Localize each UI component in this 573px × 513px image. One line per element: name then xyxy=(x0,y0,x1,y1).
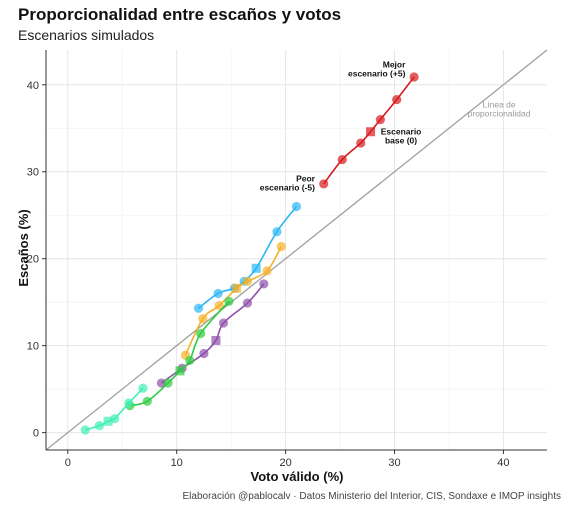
annotation-3: base (0) xyxy=(385,135,417,145)
base-scenario-point xyxy=(366,127,376,137)
data-point xyxy=(138,383,148,393)
data-point xyxy=(214,301,224,311)
chart-caption: Elaboración @pablocalv · Datos Ministeri… xyxy=(183,491,561,502)
y-tick-label: 20 xyxy=(27,254,39,266)
series-4 xyxy=(156,279,269,388)
annotation-1: escenario (+5) xyxy=(348,68,406,78)
base-scenario-point xyxy=(103,416,113,426)
data-point xyxy=(199,348,209,359)
chart-subtitle: Escenarios simulados xyxy=(18,27,154,43)
annotation-2: escenario (-5) xyxy=(260,182,315,192)
data-point xyxy=(213,288,223,299)
data-point xyxy=(185,355,195,366)
annotation-3: Escenario xyxy=(381,126,422,136)
data-point xyxy=(409,72,419,82)
series-5 xyxy=(125,296,234,411)
data-point xyxy=(163,378,173,388)
proportionality-label: proporcionalidad xyxy=(468,108,531,118)
x-tick-label: 30 xyxy=(388,457,400,469)
x-axis-label: Voto válido (%) xyxy=(251,469,344,484)
base-scenario-point xyxy=(232,283,242,293)
data-point xyxy=(276,241,286,252)
y-tick-label: 10 xyxy=(27,341,39,353)
annotation-1: Mejor xyxy=(383,59,406,69)
data-point xyxy=(224,296,234,306)
series-2 xyxy=(193,201,302,313)
x-tick-label: 40 xyxy=(497,457,509,469)
data-point xyxy=(80,425,90,435)
data-point xyxy=(94,421,104,431)
data-point xyxy=(392,94,402,105)
proportionality-label: Línea de xyxy=(483,99,516,109)
x-tick-label: 0 xyxy=(65,457,71,469)
data-point xyxy=(375,114,385,125)
chart-title: Proporcionalidad entre escaños y votos xyxy=(18,5,341,24)
annotation-2: Peor xyxy=(296,173,316,183)
series-1 xyxy=(319,72,419,189)
series-line xyxy=(197,206,298,309)
data-point xyxy=(218,318,229,328)
data-point xyxy=(242,298,253,308)
series-6 xyxy=(80,383,148,435)
axes-group: 0 10 20 30 40 0 10 20 30 40 xyxy=(27,50,547,469)
data-point xyxy=(242,276,253,286)
y-tick-label: 40 xyxy=(27,80,39,92)
data-point xyxy=(319,179,329,189)
data-point xyxy=(262,266,272,276)
data-point xyxy=(198,314,208,324)
data-point xyxy=(356,138,366,148)
data-point xyxy=(272,227,282,237)
y-axis-label: Escaños (%) xyxy=(16,209,31,286)
base-scenario-point xyxy=(251,263,261,273)
series-group xyxy=(80,72,419,435)
x-tick-label: 20 xyxy=(279,457,291,469)
base-scenario-point xyxy=(211,335,221,345)
data-point xyxy=(291,201,302,212)
grid xyxy=(46,50,547,450)
y-tick-label: 0 xyxy=(33,428,39,440)
data-point xyxy=(193,303,204,313)
base-scenario-point xyxy=(175,366,185,376)
data-point xyxy=(196,328,206,339)
data-point xyxy=(259,279,269,289)
x-tick-label: 10 xyxy=(171,457,183,469)
data-point xyxy=(142,396,152,406)
proportionality-line xyxy=(45,49,548,451)
data-point xyxy=(156,378,167,388)
data-point xyxy=(337,154,347,165)
data-point xyxy=(124,398,134,408)
y-tick-label: 30 xyxy=(27,167,39,179)
data-point xyxy=(110,414,120,424)
series-line xyxy=(84,387,144,431)
